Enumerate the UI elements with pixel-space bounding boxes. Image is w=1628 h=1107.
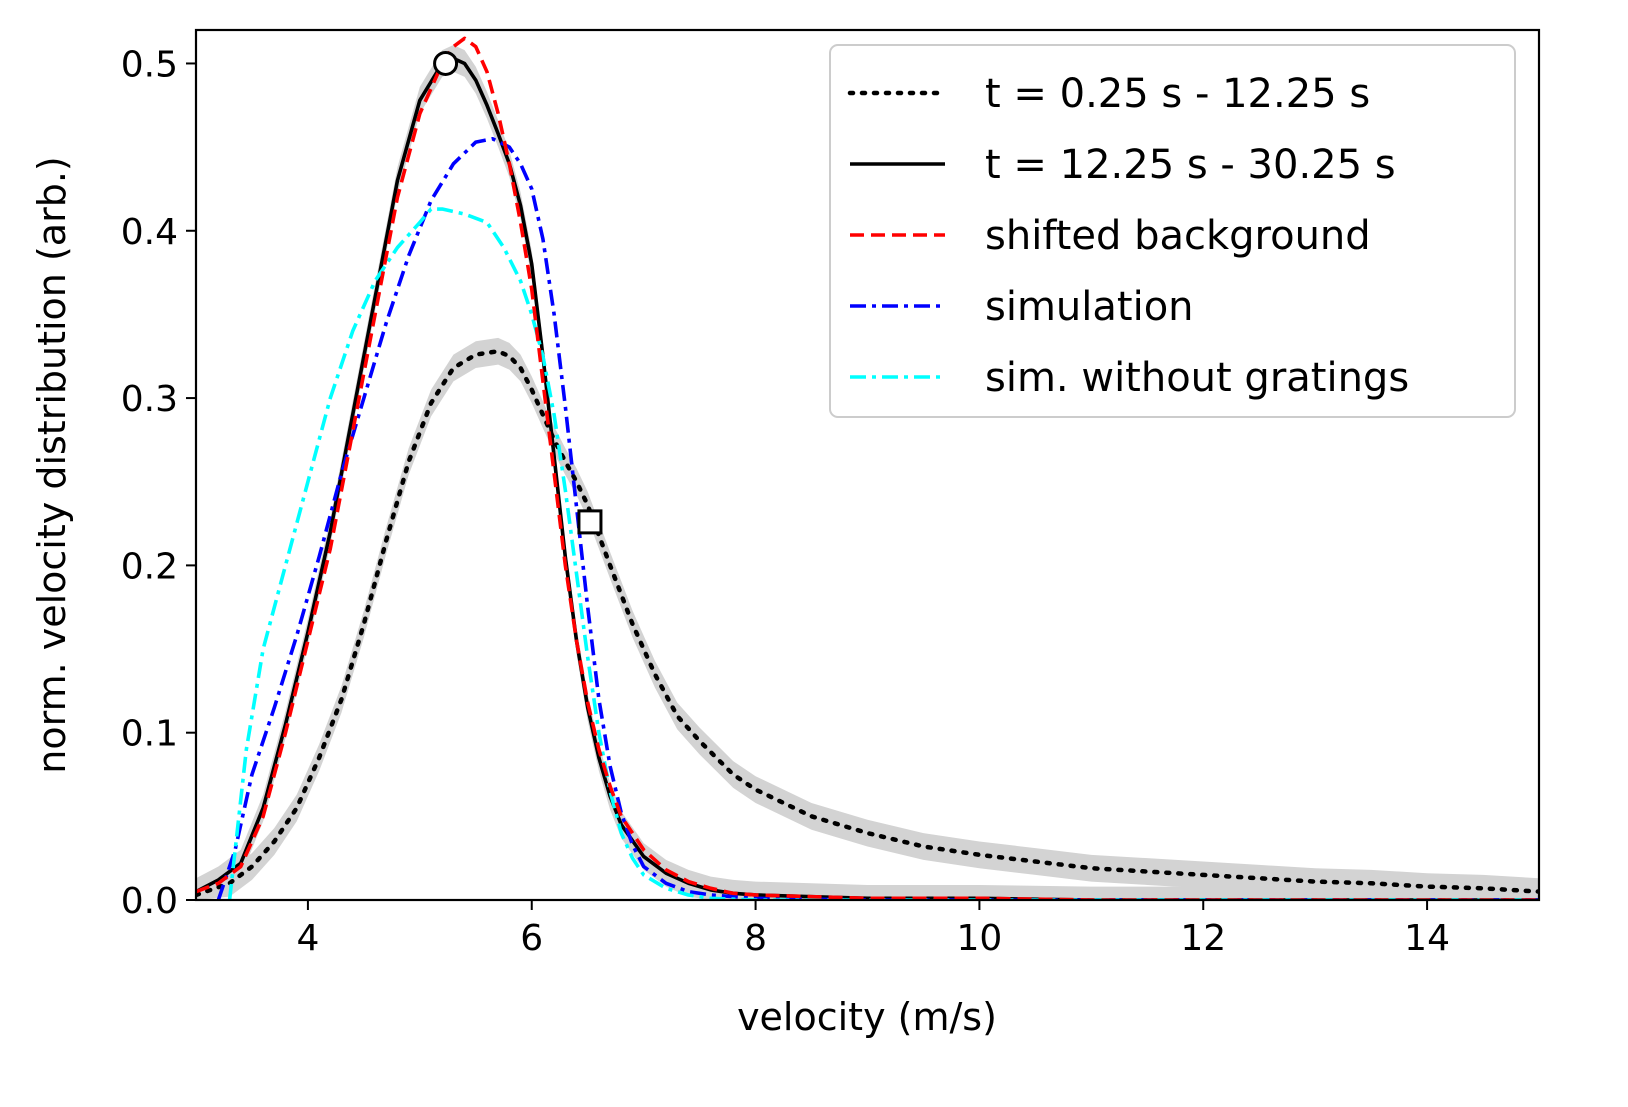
legend-label-4: sim. without gratings	[985, 355, 1409, 401]
x-tick-label: 6	[520, 918, 543, 959]
legend-label-0: t = 0.25 s - 12.25 s	[985, 71, 1370, 117]
marker-square	[577, 509, 603, 535]
x-tick-label: 12	[1180, 918, 1226, 959]
y-tick-label: 0.2	[121, 546, 178, 587]
plot-frame	[194, 28, 1541, 902]
x-tick-label: 8	[744, 918, 767, 959]
series-lines	[196, 36, 1539, 900]
y-axis-label: norm. velocity distribution (arb.)	[30, 156, 74, 773]
x-axis-label: velocity (m/s)	[737, 995, 997, 1039]
legend-label-2: shifted background	[985, 213, 1371, 259]
series-line-0	[196, 348, 1539, 898]
y-tick-label: 0.0	[121, 881, 178, 922]
legend-label-1: t = 12.25 s - 30.25 s	[985, 142, 1396, 188]
y-tick-label: 0.4	[121, 212, 178, 253]
series-line-2	[196, 36, 1539, 900]
series-line-4	[227, 207, 1539, 900]
x-tick-label: 14	[1404, 918, 1450, 959]
y-tick-label: 0.5	[121, 44, 178, 85]
legend-box	[829, 44, 1516, 418]
legend-label-3: simulation	[985, 284, 1194, 330]
y-tick-label: 0.1	[121, 714, 178, 755]
series-line-3	[216, 136, 1539, 900]
x-tick-label: 10	[957, 918, 1003, 959]
y-tick-label: 0.3	[121, 379, 178, 420]
point-markers	[433, 50, 603, 535]
legend: t = 0.25 s - 12.25 s t = 12.25 s - 30.25 …	[829, 44, 1516, 418]
y-axis-ticks: 0.0 0.1 0.2 0.3 0.4 0.5	[121, 44, 196, 922]
x-tick-label: 4	[296, 918, 319, 959]
marker-circle	[433, 50, 459, 76]
x-axis-ticks: 4 6 8 10 12 14	[296, 900, 1450, 959]
